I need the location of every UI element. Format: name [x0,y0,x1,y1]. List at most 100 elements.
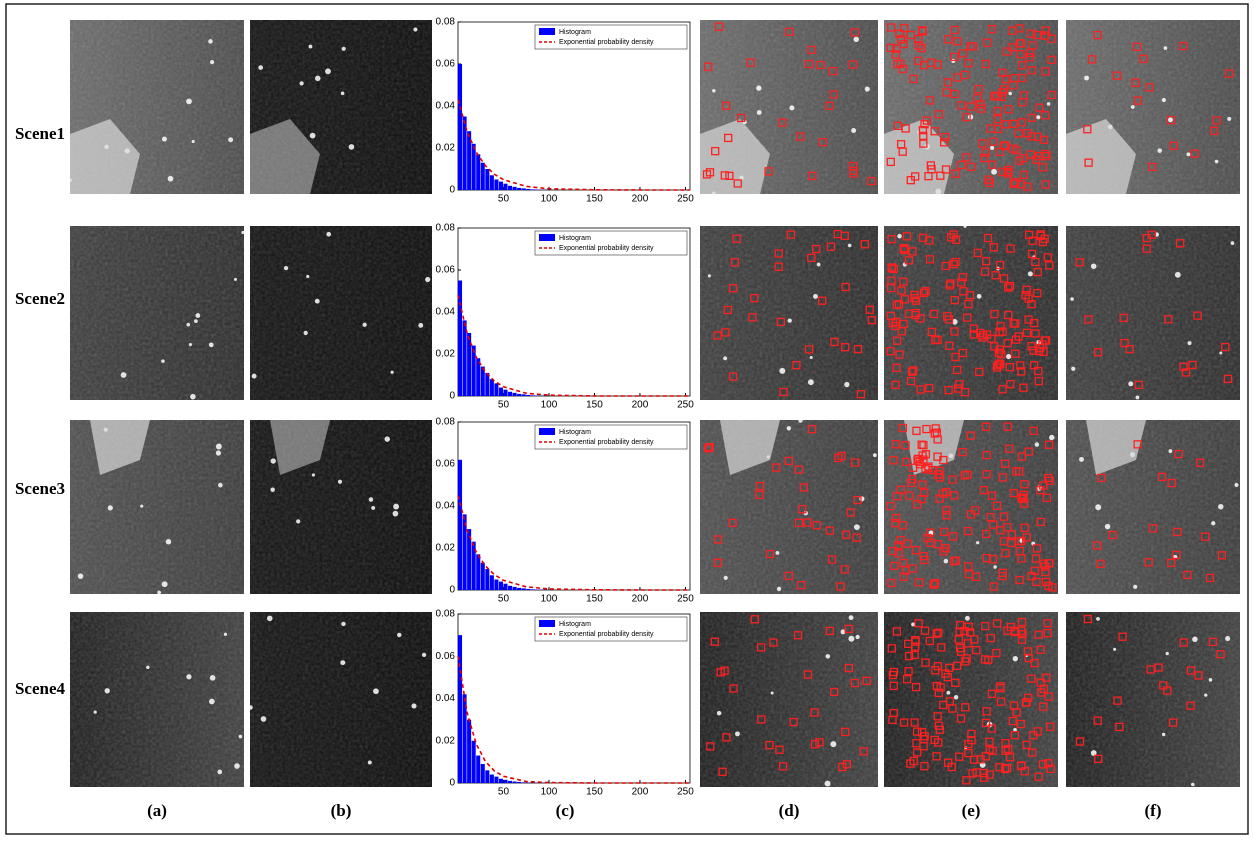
bright-target [190,394,196,400]
bright-target [411,703,416,708]
column-label: (c) [556,801,575,820]
bright-target [777,587,781,591]
bright-target [306,275,309,278]
x-tick-label: 100 [541,194,558,205]
bright-target [1234,483,1238,487]
bright-target [78,573,84,579]
row-label: Scene2 [15,289,65,308]
bright-target [903,263,907,267]
bright-target [1162,733,1165,736]
bright-target [234,763,240,769]
bright-target [1070,297,1074,301]
histogram-bar [485,569,489,590]
bright-target [808,379,814,385]
x-tick-label: 150 [586,787,603,798]
bright-target [216,450,221,455]
bright-target [1091,263,1097,269]
x-tick-label: 250 [677,400,694,411]
histogram-bar [531,395,535,396]
histogram-bar [467,720,471,783]
y-tick-label: 0.08 [436,609,456,620]
bright-target [1113,648,1116,651]
bright-target [724,576,728,580]
bright-target [1192,637,1197,642]
bright-target [1186,152,1190,156]
bright-target [228,137,233,142]
y-tick-label: 0.04 [436,693,456,704]
bright-target [340,660,345,665]
histogram-bar [476,756,480,783]
x-tick-label: 100 [541,400,558,411]
bright-target [756,85,761,90]
bright-target [341,92,345,96]
bright-target [993,565,996,568]
histogram-bar [494,777,498,783]
histogram-bar [513,587,517,590]
bright-target [310,133,316,139]
bright-target [397,633,401,637]
bright-target [1128,381,1133,386]
y-tick-label: 0.02 [436,349,456,360]
bright-target [1157,148,1162,153]
bright-target [708,274,711,277]
bright-target [234,278,237,281]
histogram-bar [458,64,462,190]
histogram-bar [517,394,521,396]
bright-target [1211,521,1215,525]
x-tick-label: 150 [586,400,603,411]
bright-target [775,551,779,555]
bright-target [186,323,190,327]
bright-target [267,616,273,622]
bright-target [186,99,192,105]
y-tick-label: 0.02 [436,543,456,554]
bright-target [121,372,127,378]
bright-target [368,761,372,765]
bright-target [168,176,174,182]
bright-target [825,781,831,787]
histogram-bar [481,563,485,590]
histogram-bar [503,184,507,190]
histogram-bar [522,394,526,396]
x-tick-label: 50 [498,594,510,605]
bright-target [1084,76,1089,81]
histogram-bar [490,175,494,190]
bright-target [270,487,274,491]
histogram-bar [503,390,507,396]
bright-target [1209,678,1213,682]
bright-target [1071,367,1075,371]
bright-target [897,234,902,239]
y-tick-label: 0.04 [436,307,456,318]
histogram-bar [508,586,512,590]
x-tick-label: 50 [498,194,510,205]
bright-target [338,480,342,484]
bright-target [717,711,722,716]
bright-target [385,436,390,441]
bright-target [186,674,191,679]
image-texture [70,612,244,787]
legend-label: Histogram [559,429,591,436]
histogram-bar [490,379,494,396]
histogram-bar [508,781,512,783]
y-tick-label: 0 [449,185,455,196]
x-tick-label: 250 [677,194,694,205]
bright-target [209,342,214,347]
bright-target [1013,656,1018,661]
bright-target [342,47,346,51]
bright-target [849,615,854,620]
bright-target [1215,160,1219,164]
histogram-bar [485,169,489,190]
bright-target [1133,585,1137,589]
bright-target [1028,271,1033,276]
legend-swatch [539,428,555,435]
column-label: (e) [962,801,981,820]
bright-target [1079,457,1084,462]
column-label: (b) [331,801,352,820]
bright-target [1095,504,1101,510]
bright-target [911,622,915,626]
legend-label: Exponential probability density [559,631,654,638]
x-tick-label: 200 [632,787,649,798]
bright-target [788,318,792,322]
bright-target [787,426,791,430]
legend-label: Histogram [559,235,591,242]
